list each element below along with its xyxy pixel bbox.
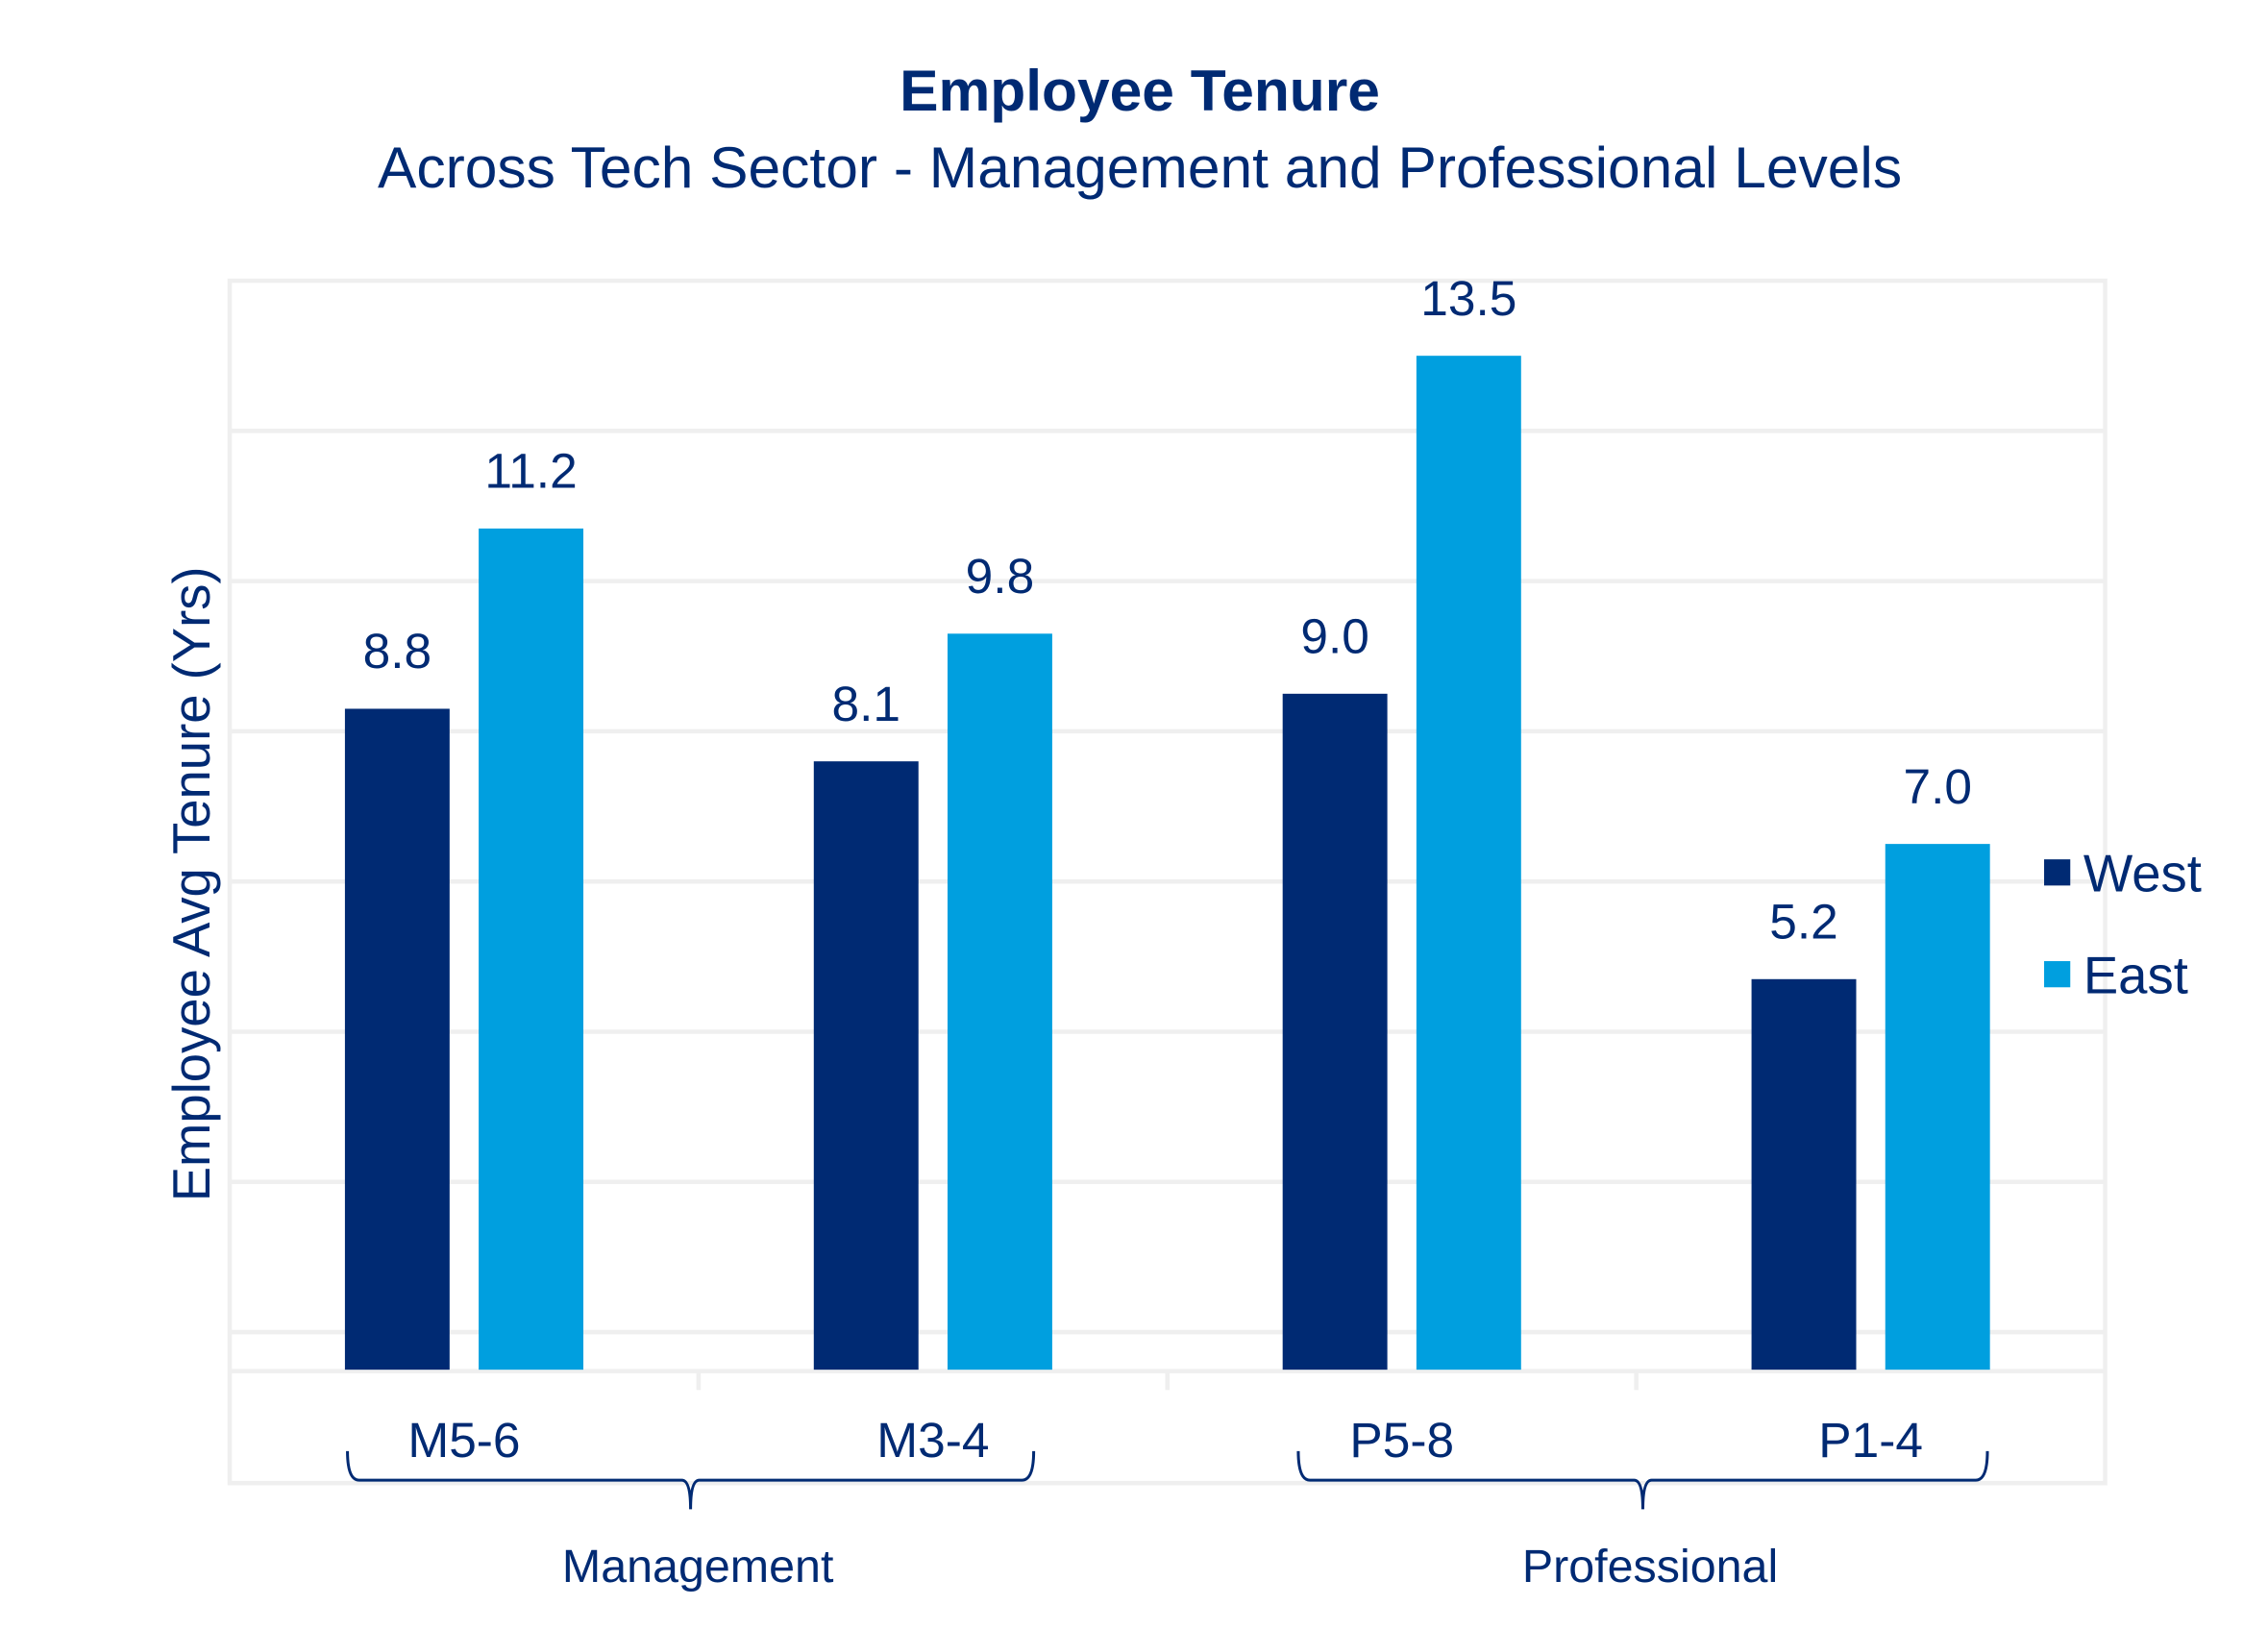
group-brackets: Management Professional <box>346 1450 1989 1593</box>
group-label: Professional <box>1522 1541 1778 1593</box>
category-label: P1-4 <box>1818 1412 1923 1468</box>
legend-swatch-west <box>2044 859 2071 886</box>
data-label: 7.0 <box>1903 758 1971 814</box>
bar-east-m5-6 <box>479 528 584 1371</box>
category-label: P5-8 <box>1349 1412 1454 1468</box>
bar-west-m3-4 <box>813 761 919 1371</box>
chart-subtitle: Across Tech Sector - Management and Prof… <box>378 135 1902 200</box>
bar-west-m5-6 <box>344 708 450 1371</box>
legend-label: West <box>2083 844 2202 902</box>
legend: West East <box>2044 844 2202 1004</box>
x-axis-ticks <box>696 1371 1639 1391</box>
bar-east-p1-4 <box>1885 844 1990 1371</box>
data-label: 13.5 <box>1420 270 1516 326</box>
chart-title: Employee Tenure <box>900 58 1380 123</box>
bars: 8.8 11.2 8.1 9.8 9.0 13.5 5.2 7.0 <box>344 270 1990 1371</box>
group-bracket <box>346 1450 1036 1510</box>
group-bracket <box>1296 1450 1989 1510</box>
y-axis-label: Employee Avg Tenure (Yrs) <box>162 566 221 1201</box>
bar-west-p5-8 <box>1282 693 1388 1371</box>
group-label: Management <box>562 1541 834 1593</box>
category-labels: M5-6 M3-4 P5-8 P1-4 <box>407 1412 1923 1468</box>
data-label: 5.2 <box>1769 893 1837 949</box>
bar-east-p5-8 <box>1416 356 1521 1371</box>
bar-west-p1-4 <box>1751 978 1857 1371</box>
data-label: 9.8 <box>966 548 1034 604</box>
legend-swatch-east <box>2044 961 2071 988</box>
data-label: 11.2 <box>484 443 577 499</box>
data-label: 8.1 <box>832 676 900 731</box>
category-label: M5-6 <box>407 1412 520 1468</box>
bar-east-m3-4 <box>947 633 1052 1371</box>
category-label: M3-4 <box>876 1412 989 1468</box>
legend-label: East <box>2083 946 2188 1004</box>
data-label: 8.8 <box>363 623 431 679</box>
data-label: 9.0 <box>1300 607 1368 663</box>
